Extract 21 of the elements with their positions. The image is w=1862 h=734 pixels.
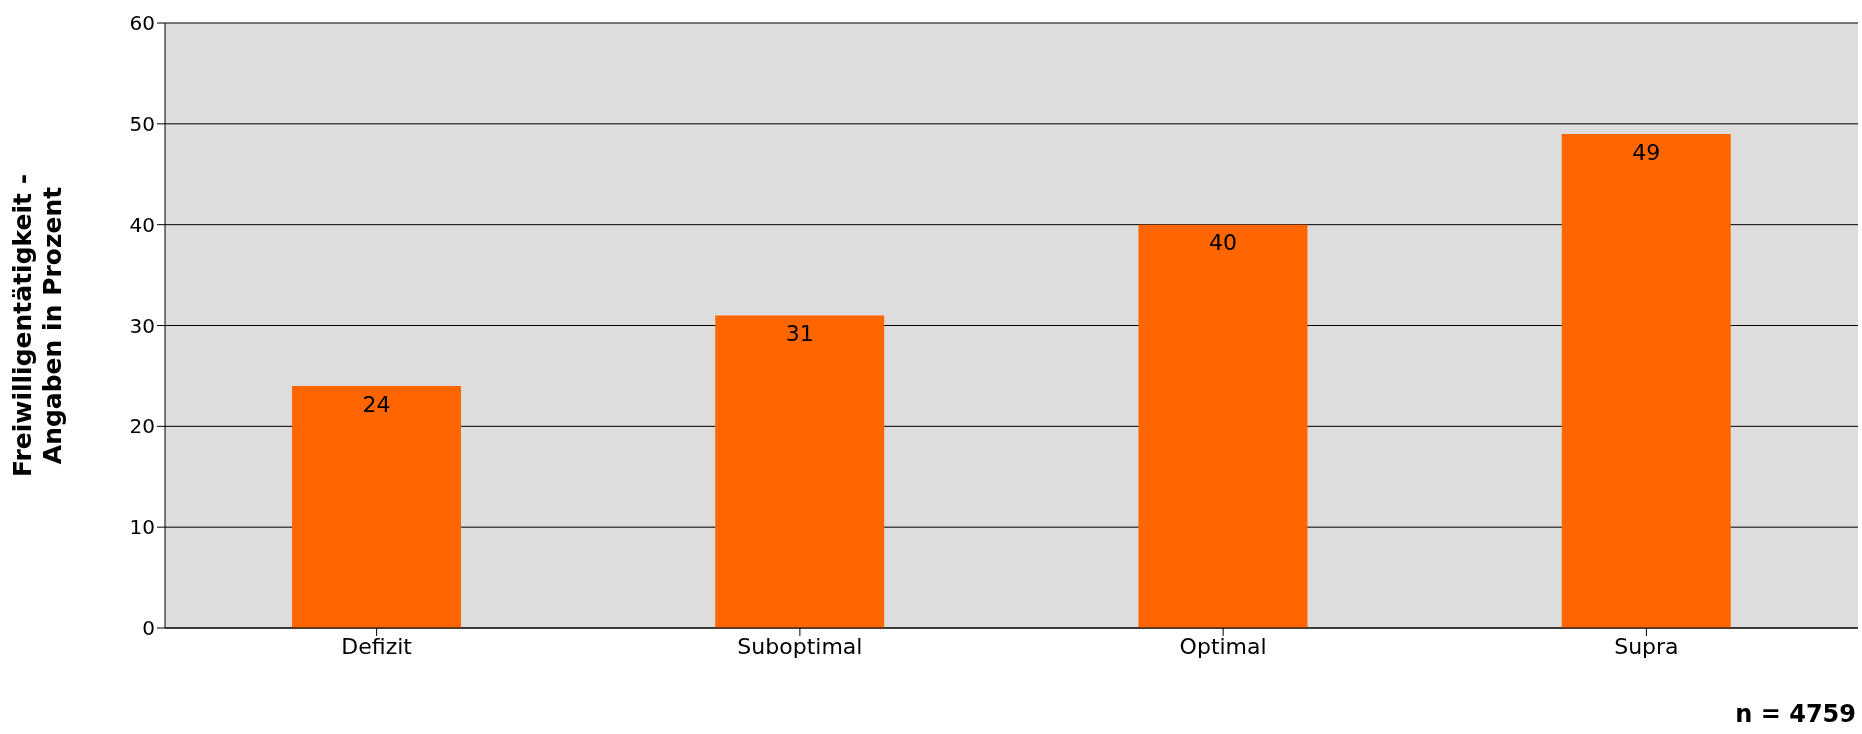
x-tick-label: Supra xyxy=(1614,633,1679,659)
data-label: 40 xyxy=(1208,230,1237,256)
bar xyxy=(1561,133,1731,628)
y-tick-label: 30 xyxy=(129,313,155,338)
bar xyxy=(1138,224,1308,628)
bar xyxy=(291,386,461,628)
x-tick-label: Optimal xyxy=(1179,633,1267,659)
x-tick-label: Suboptimal xyxy=(737,633,863,659)
x-tick-label: Defizit xyxy=(341,633,413,659)
y-tick-label: 50 xyxy=(129,111,155,136)
y-axis-title: Freiwilligentätigkeit - Angaben in Prozent xyxy=(8,173,67,478)
y-tick-label: 10 xyxy=(129,515,155,540)
text: n = 4759 xyxy=(1735,700,1856,728)
data-label: 31 xyxy=(785,321,814,347)
y-tick-label: 20 xyxy=(129,414,155,439)
y-tick-label: 40 xyxy=(129,212,155,237)
y-tick-label: 60 xyxy=(129,11,155,36)
bar xyxy=(715,315,885,628)
data-label: 49 xyxy=(1632,139,1661,165)
data-label: 24 xyxy=(362,391,391,417)
y-tick-label: 0 xyxy=(142,616,155,641)
